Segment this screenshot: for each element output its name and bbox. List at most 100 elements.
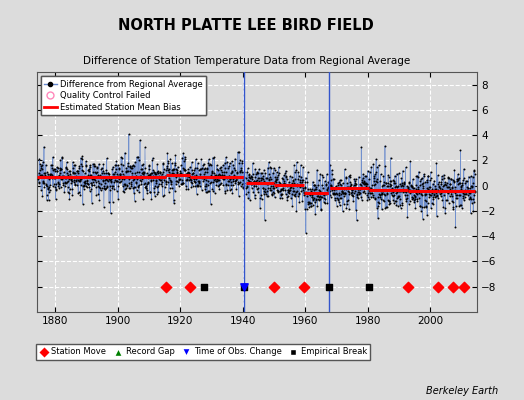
Point (171, 188, 179, 194)
Point (259, 185, 267, 191)
Point (387, 190, 396, 197)
Point (414, 168, 423, 175)
Point (305, 200, 314, 206)
Point (41, 169, 49, 176)
Point (93, 174, 102, 180)
Point (74, 170, 82, 177)
Point (198, 174, 206, 181)
Point (70, 170, 79, 176)
Point (318, 172, 326, 178)
Point (91, 168, 99, 175)
Point (302, 230, 310, 236)
Point (92, 168, 101, 175)
Point (180, 153, 189, 160)
Point (102, 176, 111, 182)
Point (307, 187, 315, 194)
Point (73, 182, 81, 188)
Point (124, 168, 133, 175)
Point (431, 183, 440, 189)
Point (272, 176, 280, 182)
Point (296, 177, 304, 184)
Point (69, 169, 78, 176)
Point (429, 201, 438, 207)
Point (142, 185, 150, 191)
Point (222, 169, 231, 175)
Point (118, 154, 126, 161)
Point (76, 192, 84, 198)
Point (72, 172, 80, 179)
Point (54, 181, 63, 188)
Point (97, 164, 106, 171)
Point (96, 174, 105, 180)
Point (364, 186, 373, 192)
Point (390, 192, 398, 198)
Point (166, 170, 174, 177)
Point (255, 174, 263, 181)
Point (170, 166, 178, 172)
Point (191, 183, 200, 189)
Point (201, 180, 210, 187)
Point (67, 173, 75, 180)
Point (434, 284, 442, 290)
Point (122, 168, 130, 175)
Point (299, 187, 308, 194)
Point (109, 182, 117, 189)
Point (255, 178, 264, 184)
Point (108, 183, 116, 189)
Point (434, 184, 443, 190)
Point (79, 167, 87, 174)
Point (149, 168, 158, 175)
Point (89, 179, 97, 185)
Point (337, 195, 346, 201)
Point (270, 190, 278, 196)
Point (93, 164, 101, 171)
Point (323, 184, 332, 191)
Point (48, 165, 56, 171)
Point (409, 197, 418, 203)
Point (401, 192, 409, 198)
Point (361, 190, 369, 196)
Point (290, 188, 299, 194)
Point (410, 193, 419, 200)
Point (180, 166, 188, 172)
Point (464, 192, 472, 198)
Point (440, 192, 449, 198)
Point (161, 179, 170, 185)
Point (337, 190, 345, 197)
Point (438, 176, 446, 182)
Point (164, 160, 172, 166)
Point (354, 174, 363, 180)
Point (126, 165, 135, 172)
Point (315, 188, 324, 194)
Point (182, 170, 191, 176)
Point (106, 183, 115, 189)
Point (84, 166, 92, 173)
Point (142, 183, 150, 189)
Point (181, 183, 190, 190)
Point (74, 178, 83, 184)
Point (62, 180, 71, 186)
Point (145, 163, 153, 169)
Point (345, 190, 354, 197)
Point (428, 186, 436, 192)
Point (332, 190, 340, 196)
Point (351, 180, 359, 186)
Point (439, 175, 447, 181)
Point (165, 166, 173, 172)
Point (365, 284, 373, 290)
Point (356, 190, 365, 196)
Point (38, 166, 46, 172)
Point (374, 194, 382, 200)
Point (173, 164, 182, 170)
Point (169, 171, 178, 177)
Point (412, 186, 421, 193)
Point (277, 186, 285, 192)
Point (283, 196, 291, 203)
Point (83, 178, 91, 184)
Point (105, 198, 113, 205)
Point (115, 170, 124, 177)
Point (172, 181, 180, 187)
Point (154, 170, 162, 176)
Point (237, 167, 245, 174)
Point (201, 165, 210, 171)
